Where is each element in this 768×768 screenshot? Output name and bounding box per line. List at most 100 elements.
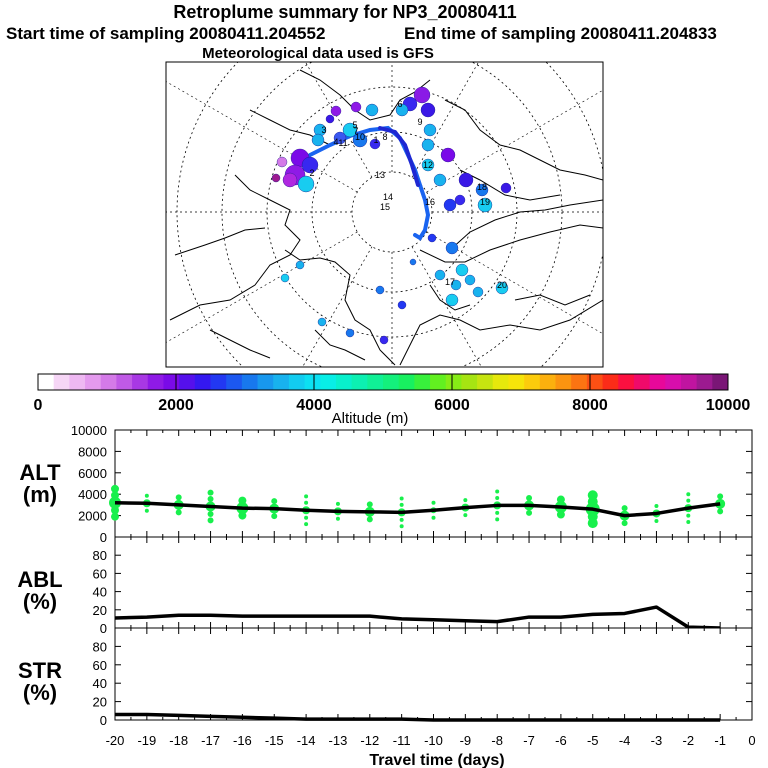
- altitude-dot: [144, 493, 149, 498]
- altitude-dot: [493, 501, 502, 510]
- colorbar-swatch: [618, 374, 635, 390]
- colorbar-swatch: [147, 374, 164, 390]
- series-line: [115, 712, 721, 722]
- colorbar-tick-label: 0: [34, 397, 43, 414]
- altitude-dot: [304, 515, 309, 520]
- colorbar-swatch: [680, 374, 698, 390]
- colorbar-swatch: [273, 374, 290, 390]
- altitude-dot: [238, 511, 247, 520]
- colorbar-swatch: [383, 374, 400, 390]
- altitude-dot: [686, 513, 691, 518]
- colorbar-swatch: [241, 374, 259, 390]
- altitude-dot: [686, 492, 691, 497]
- panel-unit: (m): [23, 482, 57, 507]
- coastline: [449, 199, 603, 251]
- plume-dot: [342, 122, 358, 138]
- meridian-line: [426, 89, 603, 193]
- colorbar-swatch: [602, 374, 619, 390]
- altitude-dot: [495, 489, 500, 494]
- plume-dot: [472, 286, 484, 298]
- plume-dot: [395, 103, 409, 117]
- altitude-dot: [333, 507, 342, 516]
- plume-dot: [350, 101, 362, 113]
- plume-track: [294, 125, 431, 241]
- altitude-dot: [463, 513, 468, 518]
- panel-abl: 0 20 40 60 80 ABL(%): [17, 536, 753, 636]
- coastline: [429, 284, 471, 311]
- colorbar-swatch: [179, 374, 196, 390]
- y-tick-label: 40: [93, 676, 107, 691]
- colorbar-swatch: [132, 374, 149, 390]
- panel-name: STR: [18, 658, 62, 683]
- plume-dot: [345, 328, 355, 338]
- coastline: [174, 227, 266, 256]
- altitude-dot: [587, 511, 598, 522]
- plume-dot: [365, 103, 379, 117]
- altitude-dot: [269, 503, 280, 514]
- altitude-dot: [366, 501, 373, 508]
- altitude-dot: [686, 498, 691, 503]
- latitude-circle: [266, 86, 518, 338]
- altitude-dot: [173, 499, 184, 510]
- altitude-dot: [304, 522, 309, 527]
- altitude-dot: [431, 515, 436, 520]
- altitude-dot: [364, 506, 375, 517]
- x-tick-label: -9: [460, 733, 472, 748]
- altitude-dot: [587, 496, 598, 507]
- y-tick-label: 60: [93, 566, 107, 581]
- colorbar-label: Altitude (m): [332, 410, 409, 427]
- y-tick-label: 0: [100, 621, 107, 636]
- plume-dot: [311, 133, 325, 147]
- altitude-dot: [109, 496, 121, 509]
- plume-dot: [477, 197, 493, 213]
- x-tick-label: -8: [491, 733, 503, 748]
- day-marker: 7: [353, 126, 358, 136]
- day-marker: 19: [480, 197, 490, 207]
- altitude-dot: [715, 498, 726, 509]
- colorbar-swatch: [210, 374, 227, 390]
- day-marker: 2: [309, 168, 314, 178]
- plume-dot: [464, 274, 476, 286]
- x-tick-label: -3: [651, 733, 663, 748]
- coastline: [399, 299, 603, 366]
- altitude-dot: [111, 512, 119, 521]
- plume-dot: [454, 194, 466, 206]
- series-line: [114, 605, 721, 630]
- altitude-dot: [399, 502, 404, 507]
- plume-dot: [423, 123, 437, 137]
- colorbar-swatch: [649, 374, 666, 390]
- altitude-dot: [621, 505, 628, 512]
- colorbar-tick-label: 2000: [158, 397, 194, 414]
- plume-dot: [420, 102, 436, 118]
- plume-track-segment: [378, 126, 420, 187]
- x-tick-label: -18: [169, 733, 188, 748]
- plume-dot: [475, 183, 489, 197]
- altitude-dot: [207, 496, 214, 503]
- x-tick-label: -12: [360, 733, 379, 748]
- plume-dot: [427, 233, 437, 243]
- altitude-dot: [654, 518, 659, 523]
- altitude-dot: [236, 502, 249, 515]
- day-marker: 14: [383, 192, 393, 202]
- y-tick-label: 80: [93, 548, 107, 563]
- plume-dot: [443, 198, 457, 212]
- altitude-dot: [684, 504, 693, 513]
- x-tick-label: -16: [233, 733, 252, 748]
- day-marker: 6: [397, 99, 402, 109]
- plume-dot: [433, 173, 447, 187]
- plume-dot: [455, 263, 469, 277]
- altitude-dot: [461, 503, 470, 512]
- plume-dot: [301, 156, 319, 174]
- plume-dot: [284, 164, 306, 186]
- plume-dot: [369, 138, 381, 150]
- x-tick-label: -13: [329, 733, 348, 748]
- colorbar-swatch: [226, 374, 243, 390]
- altitude-dot: [175, 509, 182, 516]
- x-axis: -20 -19 -18 -17 -16 -15 -14 -13 -12 -11 -10 -9 -8 -7-…: [106, 733, 756, 748]
- day-marker: 10: [355, 132, 365, 142]
- y-tick-label: 4000: [78, 487, 107, 502]
- y-tick-label: 10000: [71, 423, 107, 438]
- meridian-line: [426, 231, 603, 335]
- day-marker: 1: [373, 135, 378, 145]
- colorbar-swatch: [555, 374, 572, 390]
